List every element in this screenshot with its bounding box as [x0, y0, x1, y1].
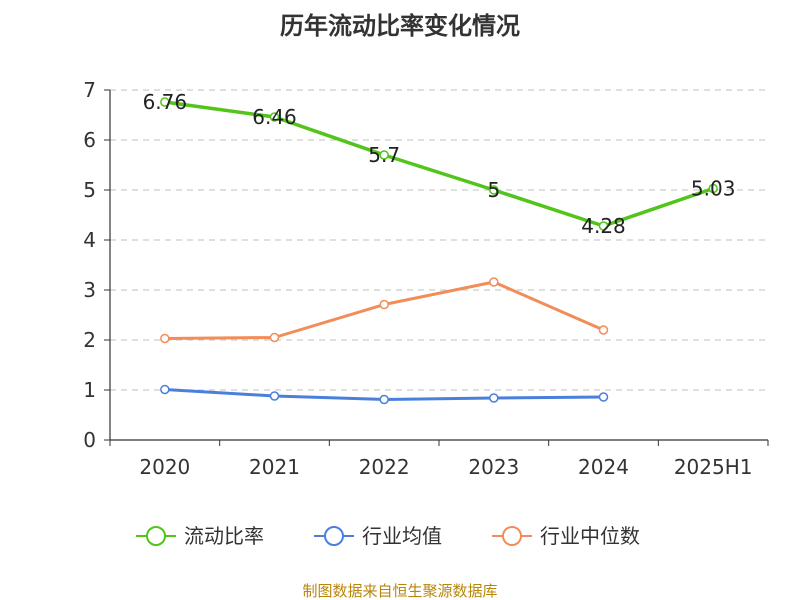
legend-label: 行业中位数: [540, 524, 640, 548]
data-label: 5: [487, 178, 500, 202]
data-point: [489, 185, 499, 195]
axes: 0 1 2 3 4 5 6 7 2020 2021 2022 2023 2024 2025H1: [83, 78, 769, 479]
data-point: [269, 112, 280, 122]
grid: [110, 89, 768, 391]
y-tick-label: 5: [83, 178, 96, 202]
legend-marker: [146, 526, 166, 546]
legend-marker: [502, 526, 522, 546]
data-point: [598, 221, 609, 231]
data-labels: 6.76 6.46 5.7 5 4.28 5.03: [143, 90, 736, 238]
data-point: [489, 393, 499, 403]
data-point: [489, 277, 499, 287]
y-tick-label: 0: [83, 428, 96, 452]
data-point: [160, 333, 170, 344]
x-tick-label: 2024: [578, 455, 629, 479]
data-point: [269, 332, 280, 343]
x-tick-label: 2022: [359, 455, 410, 479]
y-tick-label: 1: [83, 378, 96, 402]
source-note: 制图数据来自恒生聚源数据库: [302, 582, 497, 600]
data-point: [379, 394, 389, 405]
series-line: [164, 280, 605, 340]
data-point: [598, 325, 609, 335]
data-point: [269, 391, 280, 401]
legend-marker: [324, 526, 344, 546]
chart-title: 历年流动比率变化情况: [280, 12, 520, 40]
series-line: [164, 100, 714, 228]
y-tick-label: 2: [83, 328, 96, 352]
data-label: 4.28: [581, 214, 626, 238]
y-tick-label: 3: [83, 278, 96, 302]
data-label: 5.03: [691, 177, 736, 201]
series-layer: [160, 97, 718, 405]
legend-item[interactable]: 流动比率: [136, 524, 264, 548]
data-label: 6.46: [252, 105, 297, 129]
data-point: [379, 299, 389, 310]
data-point: [379, 150, 389, 160]
legend-label: 行业均值: [362, 524, 442, 548]
y-tick-label: 6: [83, 128, 96, 152]
x-tick-label: 2020: [139, 455, 190, 479]
x-tick-label: 2025H1: [674, 455, 753, 479]
data-point: [708, 183, 718, 194]
x-tick-label: 2021: [249, 455, 300, 479]
legend-item[interactable]: 行业均值: [314, 524, 442, 548]
legend[interactable]: 流动比率 行业均值 行业中位数: [136, 524, 640, 548]
y-tick-label: 4: [83, 228, 96, 252]
legend-label: 流动比率: [184, 524, 264, 548]
y-tick-label: 7: [83, 78, 96, 102]
x-tick-label: 2023: [468, 455, 519, 479]
data-point: [598, 392, 609, 402]
legend-item[interactable]: 行业中位数: [492, 524, 640, 548]
data-label: 5.7: [368, 143, 400, 167]
data-point: [160, 97, 170, 107]
data-point: [160, 384, 170, 395]
data-label: 6.76: [143, 90, 188, 114]
